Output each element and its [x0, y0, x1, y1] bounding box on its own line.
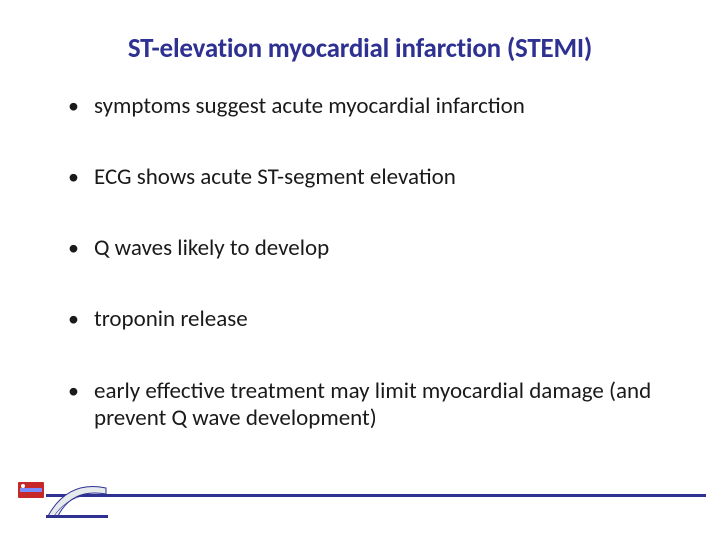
list-item: early effective treatment may limit myoc…	[64, 378, 670, 432]
list-item: ECG shows acute ST-segment elevation	[64, 164, 670, 191]
bullet-list: symptoms suggest acute myocardial infarc…	[50, 93, 670, 432]
slide-title: ST-elevation myocardial infarction (STEM…	[50, 32, 670, 65]
slide: ST-elevation myocardial infarction (STEM…	[0, 0, 720, 540]
footer-logo	[18, 476, 110, 520]
divider-line	[46, 494, 706, 497]
list-item: troponin release	[64, 306, 670, 333]
list-item: symptoms suggest acute myocardial infarc…	[64, 93, 670, 120]
slide-footer	[0, 472, 720, 522]
list-item: Q waves likely to develop	[64, 235, 670, 262]
